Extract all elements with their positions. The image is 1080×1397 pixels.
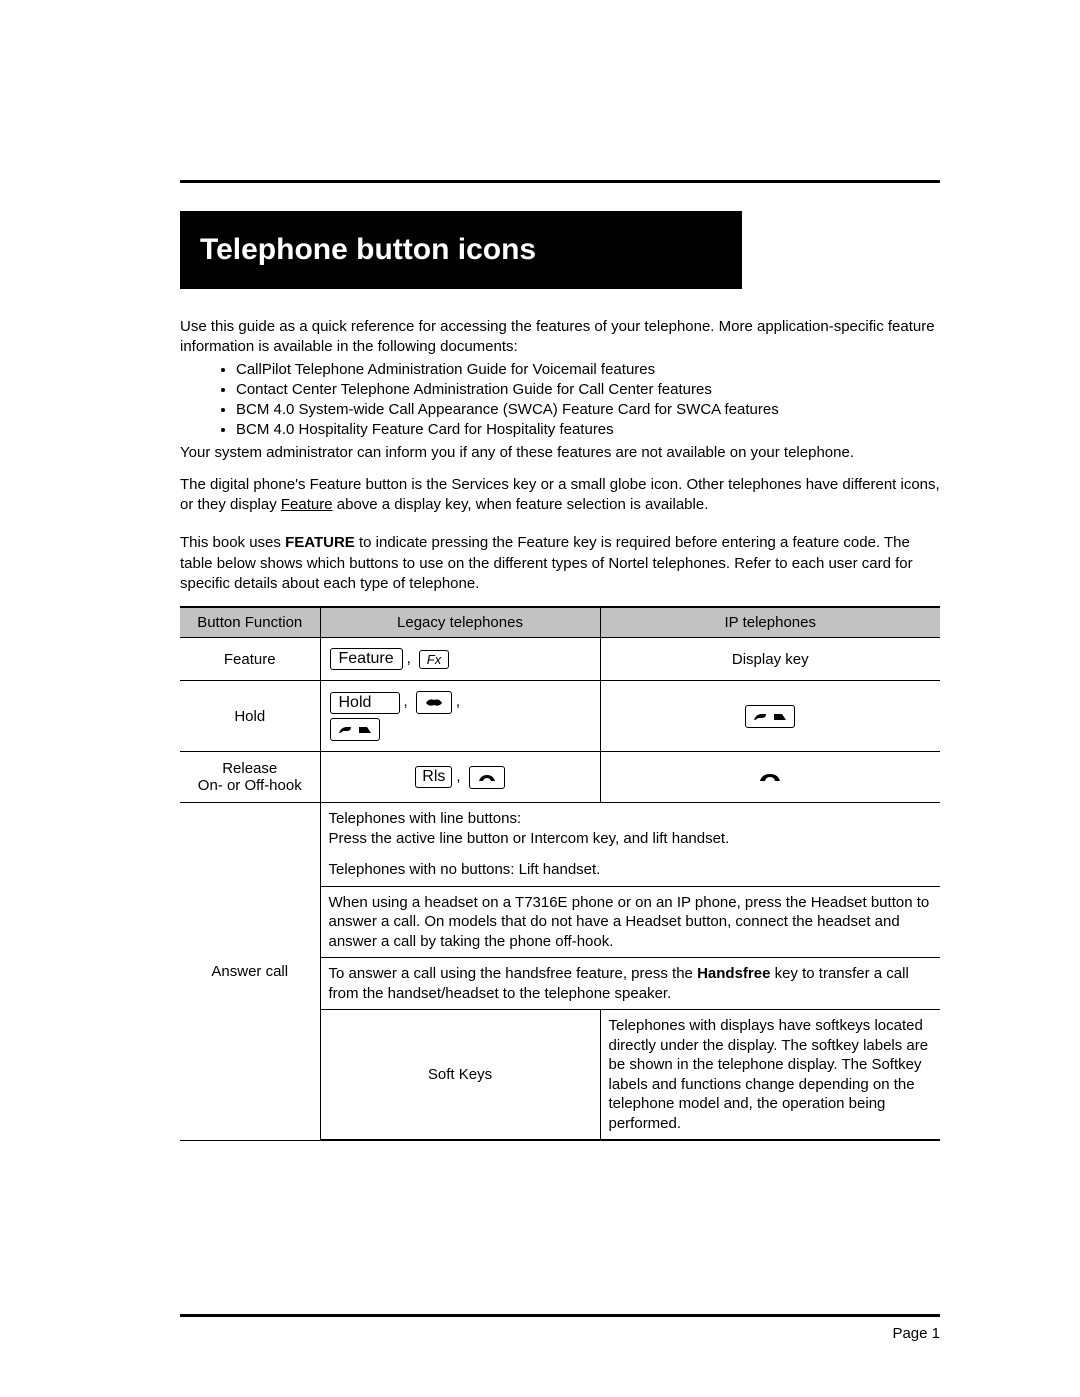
separator: ,: [456, 693, 460, 710]
header-ip: IP telephones: [600, 607, 940, 638]
text-span: Telephones with line buttons:: [329, 810, 522, 827]
cell-legacy: Hold, ,: [320, 681, 600, 752]
text-span: Press the active line button or Intercom…: [329, 830, 730, 847]
reference-list: CallPilot Telephone Administration Guide…: [180, 360, 940, 441]
button-function-table: Button Function Legacy telephones IP tel…: [180, 606, 940, 1141]
cell-legacy: Rls,: [320, 752, 600, 803]
document-page: Telephone button icons Use this guide as…: [0, 0, 1080, 1397]
list-item: BCM 4.0 Hospitality Feature Card for Hos…: [236, 420, 940, 440]
cell-text: Telephones with displays have softkeys l…: [600, 1010, 940, 1141]
top-rule: [180, 180, 940, 183]
header-legacy: Legacy telephones: [320, 607, 600, 638]
feature-underline: Feature: [281, 496, 333, 513]
cell-label: Answer call: [180, 803, 320, 1141]
cell-label: Release On- or Off-hook: [180, 752, 320, 803]
cell-ip: Display key: [600, 638, 940, 681]
header-button-function: Button Function: [180, 607, 320, 638]
bottom-rule: [180, 1314, 940, 1317]
table-row-feature: Feature Feature, Fx Display key: [180, 638, 940, 681]
list-item: CallPilot Telephone Administration Guide…: [236, 360, 940, 380]
handset-hold-icon: [330, 718, 380, 741]
hook-label: On- or Off-hook: [198, 777, 302, 794]
cell-ip: [600, 681, 940, 752]
intro-paragraph-3: The digital phone's Feature button is th…: [180, 475, 940, 516]
handset-hold-icon: [745, 705, 795, 728]
cell-label: Soft Keys: [320, 1010, 600, 1141]
table-row-release: Release On- or Off-hook Rls,: [180, 752, 940, 803]
page-num-value: 1: [932, 1325, 940, 1342]
page-number: Page 1: [892, 1325, 940, 1342]
separator: ,: [407, 650, 411, 667]
intro-paragraph-4: This book uses FEATURE to indicate press…: [180, 533, 940, 594]
intro-paragraph-2: Your system administrator can inform you…: [180, 443, 940, 463]
handsfree-bold: Handsfree: [697, 965, 770, 982]
feature-bold: FEATURE: [285, 534, 355, 551]
table-row-answer-p1: Answer call Telephones with line buttons…: [180, 803, 940, 855]
cell-text: When using a headset on a T7316E phone o…: [320, 886, 940, 958]
separator: ,: [404, 693, 408, 710]
page-label: Page: [892, 1325, 927, 1342]
list-item: Contact Center Telephone Administration …: [236, 380, 940, 400]
separator: ,: [456, 768, 460, 785]
cell-text: To answer a call using the handsfree fea…: [320, 958, 940, 1010]
cell-ip: [600, 752, 940, 803]
text-span: This book uses: [180, 534, 285, 551]
cell-text: Telephones with line buttons: Press the …: [320, 803, 940, 855]
cell-text: Telephones with no buttons: Lift handset…: [320, 854, 940, 886]
hold-key-button: Hold: [330, 692, 400, 714]
rls-key-button: Rls: [415, 766, 452, 788]
cell-legacy: Feature, Fx: [320, 638, 600, 681]
text-span: To answer a call using the handsfree fea…: [329, 965, 698, 982]
table-header-row: Button Function Legacy telephones IP tel…: [180, 607, 940, 638]
intro-paragraph-1: Use this guide as a quick reference for …: [180, 317, 940, 358]
cell-label: Hold: [180, 681, 320, 752]
hold-icon: [416, 691, 452, 714]
cell-label: Feature: [180, 638, 320, 681]
fx-key-button: Fx: [419, 650, 449, 669]
handset-icon: [469, 766, 505, 789]
text-span: above a display key, when feature select…: [333, 496, 709, 513]
handset-icon: [757, 769, 783, 786]
release-label: Release: [222, 760, 277, 777]
page-title: Telephone button icons: [180, 211, 742, 289]
feature-key-button: Feature: [330, 648, 403, 670]
table-row-hold: Hold Hold, ,: [180, 681, 940, 752]
list-item: BCM 4.0 System-wide Call Appearance (SWC…: [236, 400, 940, 420]
